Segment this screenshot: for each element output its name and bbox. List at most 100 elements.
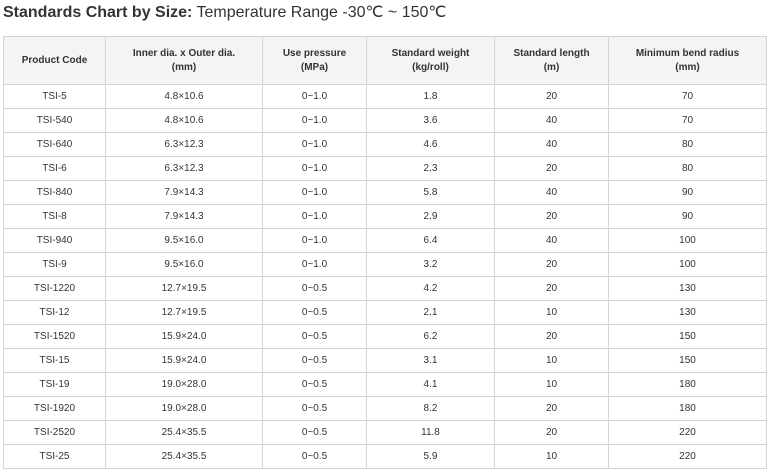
column-header: Minimum bend radius (mm) (608, 36, 767, 85)
table-cell: 0~1.0 (262, 180, 367, 205)
table-cell: TSI-15 (3, 348, 106, 373)
table-cell: 12.7×19.5 (105, 300, 263, 325)
table-row: TSI-1520 15.9×24.0 0~0.5 6.2 20 150 (3, 324, 767, 349)
table-cell: 0~0.5 (262, 276, 367, 301)
table-cell: TSI-8 (3, 204, 106, 229)
table-row: TSI-940 9.5×16.0 0~1.0 6.4 40 100 (3, 228, 767, 253)
table-cell: 11.8 (366, 420, 495, 445)
table-cell: 19.0×28.0 (105, 372, 263, 397)
table-cell: 180 (608, 396, 767, 421)
header-line: Standard weight (391, 47, 470, 59)
title: Standards Chart by Size: Temperature Ran… (3, 2, 446, 22)
table-cell: 2.9 (366, 204, 495, 229)
table-cell: 100 (608, 228, 767, 253)
table-cell: TSI-1920 (3, 396, 106, 421)
table-cell: 12.7×19.5 (105, 276, 263, 301)
table-cell: 70 (608, 84, 767, 109)
column-header: Use pressure (MPa) (262, 36, 367, 85)
table-cell: 5.8 (366, 180, 495, 205)
title-rest: Temperature Range -30℃ ~ 150℃ (196, 4, 447, 21)
table-cell: 0~1.0 (262, 228, 367, 253)
table-cell: 70 (608, 108, 767, 133)
header-line: Standard length (513, 47, 590, 59)
table-cell: 9.5×16.0 (105, 228, 263, 253)
table-cell: 0~1.0 (262, 252, 367, 277)
header-line: (mm) (171, 61, 197, 73)
table-cell: 0~1.0 (262, 84, 367, 109)
table-cell: 0~0.5 (262, 444, 367, 469)
table-cell: 4.2 (366, 276, 495, 301)
table-cell: 20 (494, 276, 609, 301)
table-row: TSI-25 25.4×35.5 0~0.5 5.9 10 220 (3, 444, 767, 469)
table-cell: 80 (608, 156, 767, 181)
table-row: TSI-5 4.8×10.6 0~1.0 1.8 20 70 (3, 84, 767, 109)
table-cell: TSI-540 (3, 108, 106, 133)
table-cell: 220 (608, 444, 767, 469)
table-cell: 0~0.5 (262, 324, 367, 349)
table-cell: 20 (494, 84, 609, 109)
table-cell: 100 (608, 252, 767, 277)
table-cell: 0~0.5 (262, 348, 367, 373)
table-cell: 0~0.5 (262, 420, 367, 445)
table-cell: 15.9×24.0 (105, 324, 263, 349)
column-header: Product Code (3, 36, 106, 85)
table-row: TSI-840 7.9×14.3 0~1.0 5.8 40 90 (3, 180, 767, 205)
table-cell: 20 (494, 420, 609, 445)
table-cell: 0~1.0 (262, 156, 367, 181)
table-cell: 4.6 (366, 132, 495, 157)
table-cell: 19.0×28.0 (105, 396, 263, 421)
table-row: TSI-1920 19.0×28.0 0~0.5 8.2 20 180 (3, 396, 767, 421)
table-row: TSI-640 6.3×12.3 0~1.0 4.6 40 80 (3, 132, 767, 157)
table-cell: 90 (608, 180, 767, 205)
table-cell: 180 (608, 372, 767, 397)
table-cell: 3.6 (366, 108, 495, 133)
table-row: TSI-540 4.8×10.6 0~1.0 3.6 40 70 (3, 108, 767, 133)
table-cell: 7.9×14.3 (105, 180, 263, 205)
table-cell: 0~0.5 (262, 396, 367, 421)
table-row: TSI-2520 25.4×35.5 0~0.5 11.8 20 220 (3, 420, 767, 445)
table-cell: TSI-640 (3, 132, 106, 157)
table-cell: 6.3×12.3 (105, 156, 263, 181)
header-line: (mm) (675, 61, 700, 73)
header-line: Use pressure (282, 47, 347, 59)
header-row: Product Code Inner dia. x Outer dia. (mm) U… (3, 36, 767, 85)
table-cell: 20 (494, 252, 609, 277)
table-cell: 9.5×16.0 (105, 252, 263, 277)
table-cell: TSI-2520 (3, 420, 106, 445)
table-cell: 4.8×10.6 (105, 108, 263, 133)
table-cell: TSI-1520 (3, 324, 106, 349)
header-line: (kg/roll) (412, 61, 449, 73)
table-cell: 40 (494, 180, 609, 205)
table-cell: 4.8×10.6 (105, 84, 263, 109)
header-line: Product Code (21, 54, 88, 66)
table-cell: 150 (608, 348, 767, 373)
table-cell: 0~1.0 (262, 132, 367, 157)
table-cell: 5.9 (366, 444, 495, 469)
table-cell: 6.2 (366, 324, 495, 349)
table-cell: 3.1 (366, 348, 495, 373)
table-row: TSI-15 15.9×24.0 0~0.5 3.1 10 150 (3, 348, 767, 373)
table-cell: 150 (608, 324, 767, 349)
table-cell: 90 (608, 204, 767, 229)
table-row: TSI-12 12.7×19.5 0~0.5 2.1 10 130 (3, 300, 767, 325)
table-cell: 8.2 (366, 396, 495, 421)
table-cell: 20 (494, 324, 609, 349)
table-cell: 25.4×35.5 (105, 444, 263, 469)
table-cell: 20 (494, 156, 609, 181)
header-line: (MPa) (300, 61, 329, 73)
table-cell: 3.2 (366, 252, 495, 277)
table-cell: TSI-9 (3, 252, 106, 277)
table-cell: 7.9×14.3 (105, 204, 263, 229)
table-cell: TSI-840 (3, 180, 106, 205)
table-cell: TSI-940 (3, 228, 106, 253)
table-cell: 10 (494, 300, 609, 325)
table-cell: 6.4 (366, 228, 495, 253)
table-cell: TSI-6 (3, 156, 106, 181)
table-row: TSI-6 6.3×12.3 0~1.0 2.3 20 80 (3, 156, 767, 181)
table-cell: TSI-19 (3, 372, 106, 397)
table-cell: 15.9×24.0 (105, 348, 263, 373)
table-cell: TSI-5 (3, 84, 106, 109)
table-cell: 4.1 (366, 372, 495, 397)
table-cell: 0~1.0 (262, 108, 367, 133)
